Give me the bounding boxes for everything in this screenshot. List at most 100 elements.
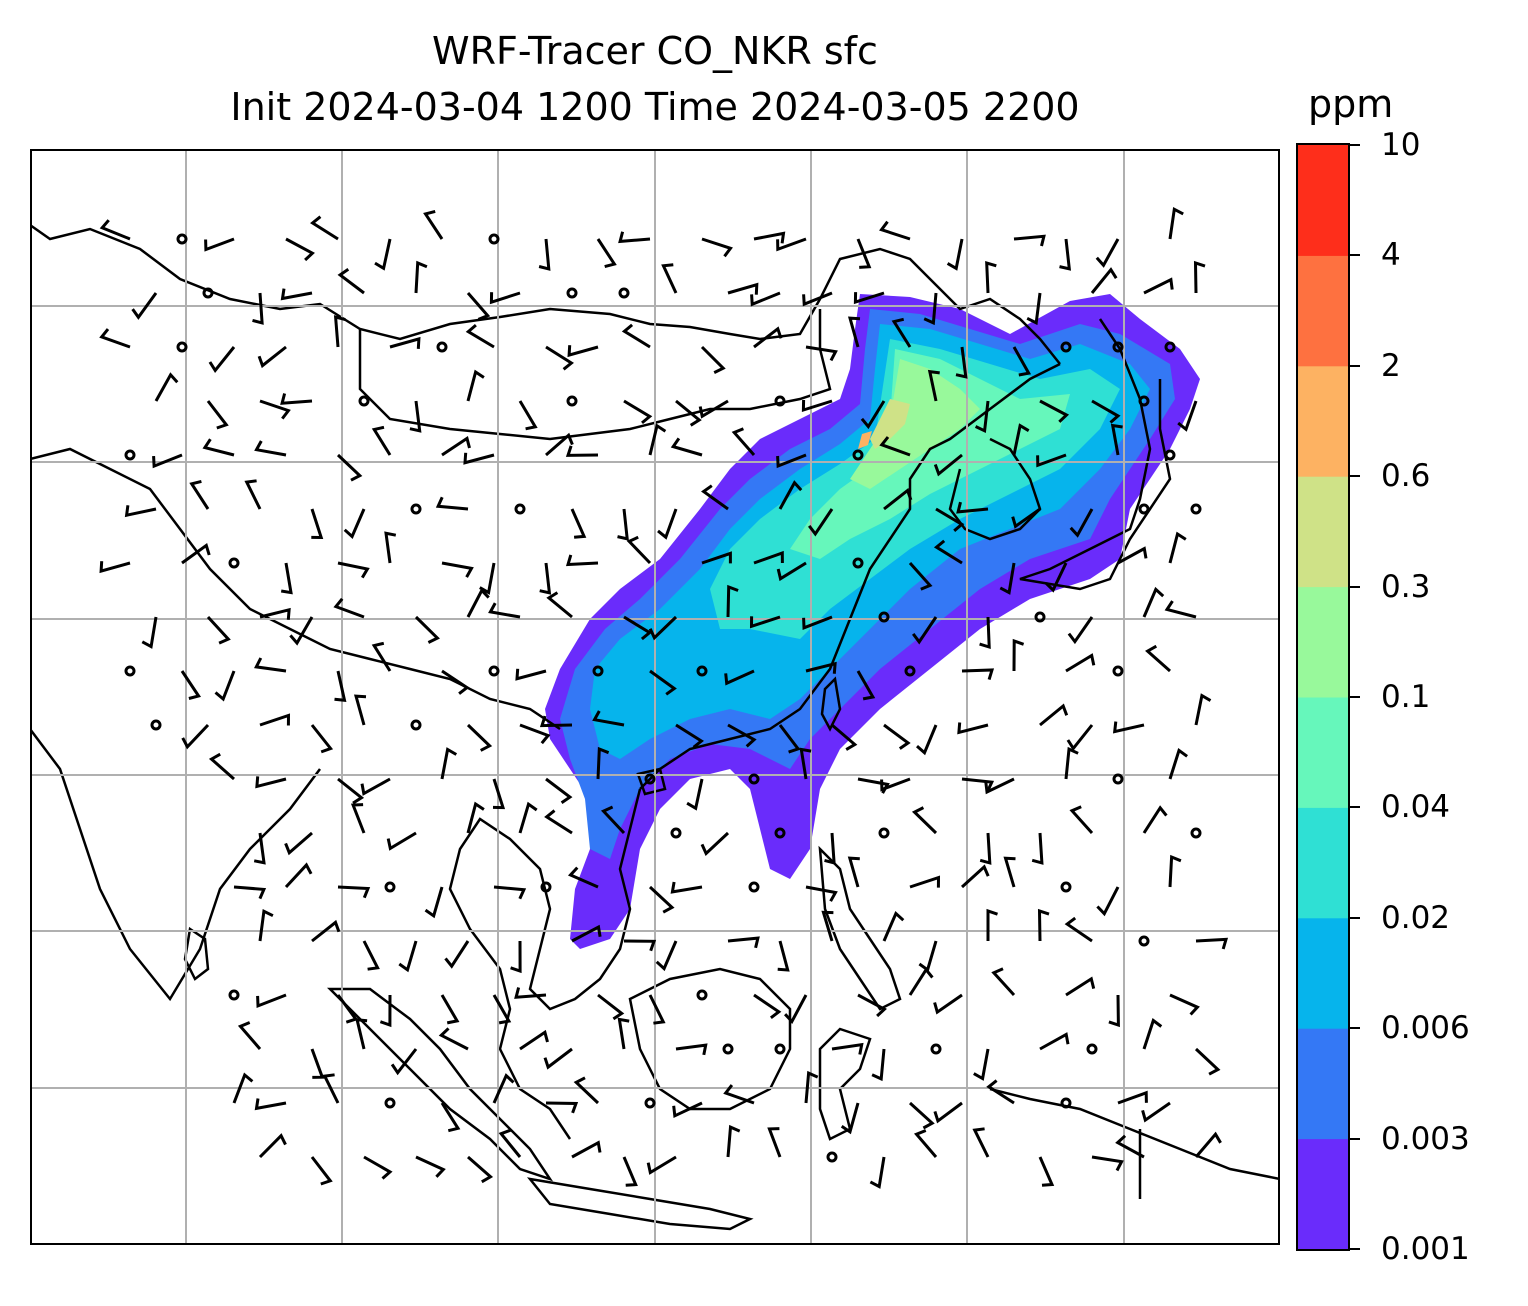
wind-barb <box>955 346 968 379</box>
wind-barb <box>244 479 262 510</box>
wind-barb <box>390 1048 418 1076</box>
calm-wind-marker <box>1112 665 1124 677</box>
wind-barb <box>1039 399 1070 423</box>
wind-barb <box>256 993 287 1009</box>
calm-wind-marker <box>774 827 786 839</box>
wind-barb <box>180 670 202 700</box>
wind-barb <box>124 505 157 518</box>
wind-barb <box>840 1102 860 1135</box>
wind-barb <box>1036 453 1067 468</box>
wind-barb <box>257 345 287 369</box>
wind-barb <box>623 399 653 425</box>
colorbar-segment <box>1298 145 1348 256</box>
wind-barb <box>626 535 652 565</box>
wind-barb <box>956 501 989 514</box>
wind-barb <box>923 292 938 326</box>
wind-barb <box>565 445 599 457</box>
wind-barb <box>259 607 291 620</box>
wind-barb <box>254 440 287 457</box>
wind-barb <box>649 669 677 696</box>
wind-barb <box>935 507 965 532</box>
wind-barb <box>545 345 574 371</box>
wind-barb <box>913 1129 938 1158</box>
wind-barb <box>284 862 313 889</box>
wind-barb <box>337 561 370 579</box>
wind-barb <box>1193 260 1206 294</box>
wind-barb <box>466 801 485 834</box>
calm-wind-marker <box>228 989 240 1001</box>
wind-barb <box>1064 916 1093 943</box>
wind-barb <box>979 616 991 650</box>
wind-barb <box>960 864 990 889</box>
wind-barb <box>670 437 703 457</box>
wind-barb <box>1039 703 1069 727</box>
wind-barb <box>1168 207 1184 240</box>
wind-barb <box>753 326 783 349</box>
wind-barb <box>214 670 236 702</box>
wind-barb <box>933 993 963 1015</box>
wind-barb <box>596 746 610 780</box>
wind-barb <box>539 562 552 595</box>
plume-light-green <box>850 359 980 489</box>
wind-barb <box>438 1027 469 1051</box>
calm-wind-marker <box>540 881 552 893</box>
wind-barb <box>233 885 267 900</box>
calm-wind-marker <box>566 287 578 299</box>
wind-barb <box>847 316 861 348</box>
wind-barb <box>727 936 760 949</box>
wind-barb <box>567 866 599 889</box>
wind-barb <box>957 722 989 735</box>
wind-barb <box>573 1076 600 1105</box>
wind-barb <box>927 369 940 402</box>
wind-barb <box>488 602 521 619</box>
wind-barb <box>1145 644 1171 673</box>
wind-barb <box>701 484 729 511</box>
wind-barb <box>343 508 366 540</box>
wind-barb <box>515 668 547 681</box>
wind-barb <box>698 399 729 419</box>
calm-wind-marker <box>124 665 136 677</box>
calm-wind-marker <box>228 557 240 569</box>
wind-barb <box>776 237 807 252</box>
japan-coast <box>1019 318 1172 591</box>
wind-barb <box>916 724 938 756</box>
wind-barb <box>799 747 812 780</box>
wind-barb <box>333 315 346 348</box>
wind-barb <box>441 669 470 695</box>
wind-barb <box>1026 292 1042 326</box>
wind-barb <box>991 967 1016 997</box>
wind-barb <box>880 777 911 792</box>
wind-barb <box>984 777 1015 795</box>
wind-barb <box>776 561 807 582</box>
wind-barb <box>1194 1047 1221 1076</box>
wind-barb <box>1141 1101 1171 1123</box>
map-border <box>30 149 1280 1245</box>
calm-wind-marker <box>774 395 786 407</box>
wind-barb <box>310 1156 333 1186</box>
wind-barb <box>802 291 833 307</box>
wind-barb <box>465 323 495 349</box>
wind-barb <box>986 1079 1015 1105</box>
wind-barb <box>1115 1134 1145 1159</box>
wind-barb <box>1038 1156 1055 1187</box>
wind-barb <box>232 1072 254 1104</box>
wind-barb <box>258 909 274 942</box>
wind-barb <box>831 723 858 751</box>
wind-barb <box>519 1029 549 1051</box>
java-coast <box>526 1177 754 1231</box>
wind-barb <box>441 435 471 457</box>
wind-barb <box>648 423 667 456</box>
wind-barb <box>152 453 183 469</box>
colorbar-tick <box>1350 1248 1360 1250</box>
wind-barb <box>623 615 653 641</box>
calm-wind-marker <box>774 1043 786 1055</box>
wind-barb <box>99 561 131 574</box>
wind-barb <box>1012 346 1032 377</box>
wind-barb <box>724 669 755 686</box>
wind-barb <box>444 940 470 969</box>
wind-barb <box>974 400 990 434</box>
wind-barb <box>646 1155 677 1175</box>
wind-barb <box>206 615 231 645</box>
wind-barb <box>1177 400 1198 432</box>
calm-wind-marker <box>566 395 578 407</box>
